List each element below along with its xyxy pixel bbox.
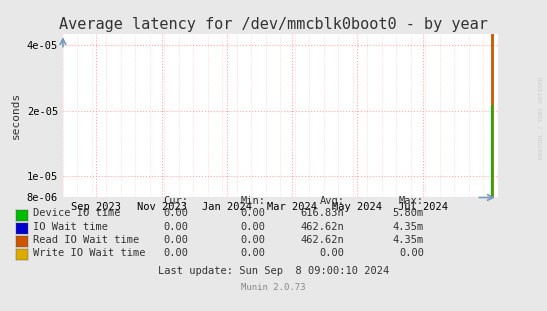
Text: Read IO Wait time: Read IO Wait time (33, 235, 139, 245)
Text: 0.00: 0.00 (240, 235, 265, 245)
Text: Write IO Wait time: Write IO Wait time (33, 248, 146, 258)
Text: 462.62n: 462.62n (301, 235, 345, 245)
Text: Average latency for /dev/mmcblk0boot0 - by year: Average latency for /dev/mmcblk0boot0 - … (59, 17, 488, 32)
Text: Last update: Sun Sep  8 09:00:10 2024: Last update: Sun Sep 8 09:00:10 2024 (158, 266, 389, 276)
Text: 0.00: 0.00 (319, 248, 345, 258)
Text: 0.00: 0.00 (240, 222, 265, 232)
Text: Cur:: Cur: (164, 196, 189, 206)
Text: 5.80m: 5.80m (393, 208, 424, 218)
Text: Munin 2.0.73: Munin 2.0.73 (241, 283, 306, 292)
Text: Avg:: Avg: (319, 196, 345, 206)
Text: 0.00: 0.00 (164, 208, 189, 218)
Text: Min:: Min: (240, 196, 265, 206)
Text: 0.00: 0.00 (399, 248, 424, 258)
Text: Device IO time: Device IO time (33, 208, 120, 218)
Text: 0.00: 0.00 (240, 208, 265, 218)
Text: 462.62n: 462.62n (301, 222, 345, 232)
Text: IO Wait time: IO Wait time (33, 222, 108, 232)
Text: Max:: Max: (399, 196, 424, 206)
Text: 0.00: 0.00 (164, 248, 189, 258)
Text: 4.35m: 4.35m (393, 235, 424, 245)
Text: RRDTOOL / TOBI OETIKER: RRDTOOL / TOBI OETIKER (538, 77, 543, 160)
Text: 0.00: 0.00 (240, 248, 265, 258)
Text: 616.83n: 616.83n (301, 208, 345, 218)
Text: 0.00: 0.00 (164, 222, 189, 232)
Text: 4.35m: 4.35m (393, 222, 424, 232)
Text: 0.00: 0.00 (164, 235, 189, 245)
Y-axis label: seconds: seconds (11, 92, 21, 139)
